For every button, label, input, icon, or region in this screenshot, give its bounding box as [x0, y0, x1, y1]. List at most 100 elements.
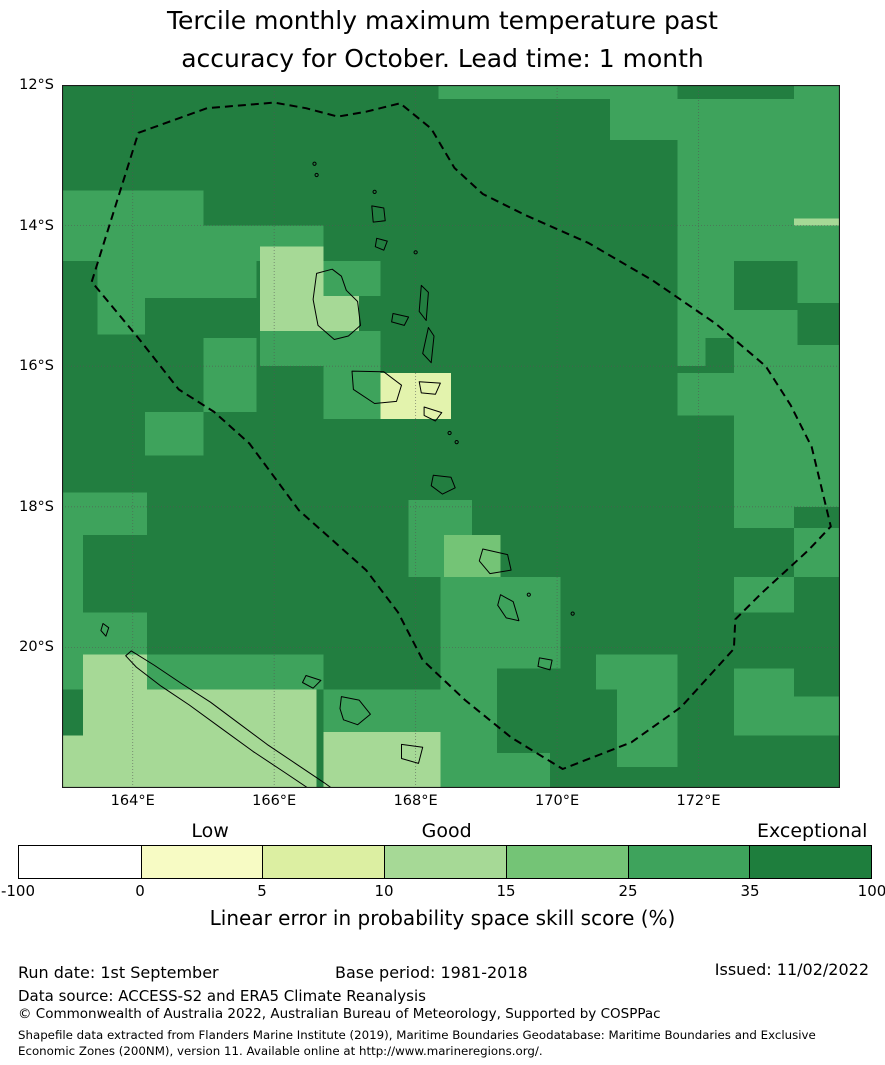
colorbar-tick: -100 [0, 882, 36, 900]
skill-map [62, 85, 840, 788]
eez-boundary [90, 101, 832, 770]
colorbar [18, 845, 872, 879]
lon-tick-label: 164°E [110, 793, 155, 809]
copyright-text: © Commonwealth of Australia 2022, Austra… [18, 1006, 661, 1022]
lon-tick-label: 170°E [535, 793, 580, 809]
skill-patch [144, 411, 204, 456]
islet-dot [314, 172, 319, 178]
skill-patch [794, 527, 840, 578]
data-source-text: Data source: ACCESS-S2 and ERA5 Climate … [18, 987, 426, 1005]
title-line-2: accuracy for October. Lead time: 1 month [181, 43, 704, 73]
skill-patch [733, 366, 840, 507]
islet-dot [413, 250, 418, 255]
skill-patch [97, 190, 204, 226]
skill-patch [323, 689, 441, 732]
colorbar-tick: 5 [257, 882, 267, 900]
lat-tick-label: 20°S [19, 639, 54, 656]
island-outline [422, 327, 435, 364]
skill-patch [733, 506, 795, 528]
island-outline [125, 650, 333, 788]
colorbar-band [505, 846, 628, 878]
skill-patch [443, 534, 501, 578]
skill-patch [733, 668, 795, 736]
colorbar-axis-label: Linear error in probability space skill … [209, 906, 676, 930]
page-title: Tercile monthly maximum temperature past… [0, 2, 885, 77]
colorbar-tick: 10 [374, 882, 394, 900]
island-outline [418, 381, 441, 395]
map-frame [62, 85, 840, 788]
island-outline [497, 594, 520, 622]
colorbar-category-exceptional: Exceptional [757, 820, 868, 842]
skill-patch [62, 654, 84, 690]
colorbar-tick: 100 [857, 882, 885, 900]
skill-patch [323, 260, 381, 296]
skill-patch [323, 731, 441, 788]
skill-patch [677, 99, 795, 226]
colorbar-band [19, 846, 141, 878]
map-panel [62, 85, 840, 788]
colorbar-band [384, 846, 506, 878]
islet-dot [454, 440, 459, 445]
island-outline [100, 623, 110, 637]
islet-dot [570, 611, 575, 616]
colorbar-tick: 35 [740, 882, 760, 900]
colorbar-band [627, 846, 750, 878]
skill-patch [438, 85, 678, 100]
islet-dot [312, 161, 317, 166]
island-outline [391, 313, 410, 326]
skill-patch [797, 302, 840, 346]
skill-patch [260, 246, 324, 296]
base-period-text: Base period: 1981-2018 [335, 963, 528, 982]
lat-tick-label: 14°S [19, 217, 54, 234]
colorbar-category-good: Good [421, 820, 472, 842]
skill-patch [794, 85, 840, 219]
island-outline [312, 268, 361, 340]
island-outline [339, 696, 371, 726]
skill-patch [705, 338, 734, 374]
lon-tick-label: 172°E [676, 793, 721, 809]
colorbar-band [749, 846, 871, 878]
issued-date-text: Issued: 11/02/2022 [714, 960, 869, 979]
skill-patch [146, 654, 324, 690]
colorbar-tick-labels: -100 0 5 10 15 25 35 100 [1, 882, 885, 902]
skill-patch [203, 338, 257, 412]
island-outline [401, 743, 424, 764]
skill-patch [62, 689, 84, 736]
skill-patch [617, 654, 678, 767]
island-outline [374, 237, 388, 251]
skill-patch [440, 577, 497, 788]
colorbar-tick: 15 [496, 882, 516, 900]
island-outline [423, 406, 443, 422]
skill-patch [733, 260, 798, 310]
lon-tick-label: 166°E [252, 793, 297, 809]
run-date-text: Run date: 1st September [18, 963, 219, 982]
skill-patch [496, 752, 551, 788]
skill-patch [794, 696, 840, 736]
skill-patch [496, 577, 561, 669]
skill-patch [62, 190, 98, 261]
island-outline [351, 370, 402, 404]
skill-patch [260, 295, 360, 332]
island-outline [478, 548, 512, 575]
lat-tick-label: 18°S [19, 498, 54, 515]
skill-patch [62, 689, 317, 788]
shapefile-note-text: Shapefile data extracted from Flanders M… [18, 1028, 816, 1058]
lat-tick-label: 16°S [19, 358, 54, 375]
colorbar-tick: 0 [135, 882, 145, 900]
island-outline [537, 657, 553, 671]
colorbar-tick: 25 [618, 882, 638, 900]
skill-patch [260, 331, 381, 367]
title-line-1: Tercile monthly maximum temperature past [167, 6, 718, 35]
colorbar-band [262, 846, 385, 878]
skill-patch [62, 492, 147, 535]
skill-patch [610, 99, 678, 140]
island-outline [430, 474, 456, 495]
island-outline [371, 205, 386, 223]
skill-patch [97, 260, 257, 299]
lat-tick-label: 12°S [19, 77, 54, 93]
islet-dot [372, 189, 377, 194]
lon-tick-label: 168°E [393, 793, 438, 809]
colorbar-band [140, 846, 263, 878]
island-outline [418, 284, 429, 321]
